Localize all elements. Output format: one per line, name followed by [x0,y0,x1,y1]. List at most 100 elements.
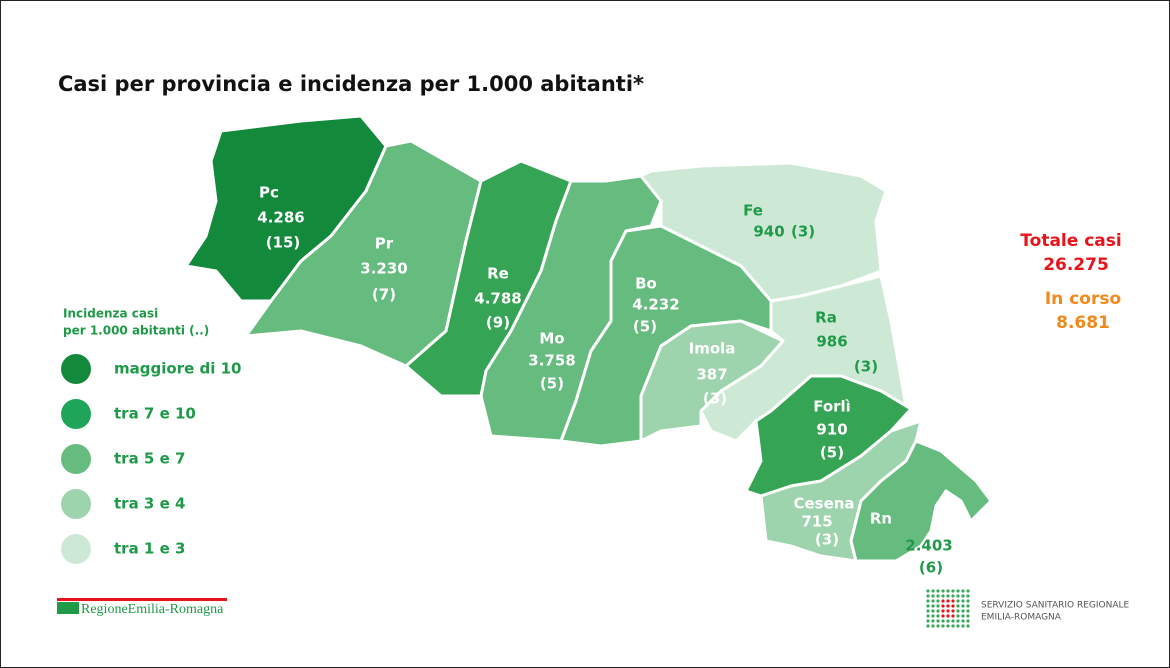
province-name: Pc [259,184,279,202]
logo-dot [946,619,950,623]
logo-dot [941,589,945,593]
logo-dot [946,624,950,628]
province-incidence: (3) [815,531,839,549]
service-name: SERVIZIO SANITARIO REGIONALE [981,601,1130,611]
logo-dot [961,604,965,608]
province-name: Bo [635,275,657,293]
province-cases: 387 [696,366,727,384]
active-value: 8.681 [1056,313,1110,333]
logo-dot [946,614,950,618]
logo-dot [936,599,940,603]
province-cases: 4.232 [632,296,679,314]
province-cases: 3.758 [528,352,575,370]
logo-dot [951,619,955,623]
logo-dot [966,604,970,608]
logo-mark [57,602,79,614]
logo-dot [961,594,965,598]
logo-dot [956,614,960,618]
totals: Totale casi 26.275 In corso 8.681 [1020,231,1121,333]
logo-dot [946,599,950,603]
logo-dot [931,609,935,613]
province-name: Fe [743,202,763,220]
logo-dot [931,614,935,618]
logo-dot [941,614,945,618]
logo-dot [961,609,965,613]
logo-dot [926,619,930,623]
legend-label: tra 1 e 3 [114,540,185,558]
province-incidence: (15) [266,234,301,252]
logo-dot [931,599,935,603]
logo-dot [961,599,965,603]
logo-dot [941,624,945,628]
province-shape [639,319,785,443]
province-name: Cesena [793,495,854,513]
logo-dot [966,589,970,593]
province-cases: 4.286 [257,209,304,227]
province-name: Pr [375,235,394,253]
logo-dot [961,624,965,628]
logo-dot [956,594,960,598]
logo-dot [926,604,930,608]
province-name: Re [487,265,509,283]
province-incidence: (5) [633,318,657,336]
logo-dot [951,604,955,608]
service-name: EMILIA-ROMAGNA [981,613,1062,623]
logo-dot [941,609,945,613]
logo-dot [961,589,965,593]
legend-label: maggiore di 10 [114,360,241,378]
logo-dot [936,609,940,613]
logo-dot [926,609,930,613]
logo-dot [936,589,940,593]
logo-dot [946,594,950,598]
logo-dot [951,609,955,613]
logo-dot [946,604,950,608]
service-logo-dots [926,589,970,628]
logo-dot [946,609,950,613]
province-shape [849,439,993,563]
logo-dot [931,604,935,608]
region-logo: RegioneEmilia-Romagna [81,602,224,617]
logo-dot [926,599,930,603]
logo-dot [951,599,955,603]
logo-dot [926,624,930,628]
logo-dot [966,619,970,623]
logo-dot [956,619,960,623]
logo-dot [931,619,935,623]
logo-dot [951,614,955,618]
province-incidence: (3) [703,390,727,408]
legend-swatch [61,399,91,429]
logo-dot [941,604,945,608]
legend: Incidenza casi per 1.000 abitanti (..) m… [61,307,241,564]
logo-dot [956,624,960,628]
province-incidence: (7) [372,286,396,304]
logo-dot [951,594,955,598]
logo-dot [946,589,950,593]
logo-dot [951,624,955,628]
province-cases: 715 [801,513,832,531]
province-incidence: (5) [540,375,564,393]
logo-dot [931,624,935,628]
province-incidence: (6) [919,559,943,577]
logo-dot [961,614,965,618]
legend-label: tra 5 e 7 [114,450,185,468]
province-name: Rn [870,510,892,528]
logo-dot [966,609,970,613]
province-cases: 940 [753,223,784,241]
logo-dot [966,599,970,603]
logo-dot [926,589,930,593]
logo-dot [936,619,940,623]
legend-label: tra 3 e 4 [114,495,185,513]
logo-dot [931,589,935,593]
legend-swatch [61,354,91,384]
logo-dot [941,594,945,598]
province-cases: 910 [816,421,847,439]
logo-dot [961,619,965,623]
legend-title: per 1.000 abitanti (..) [63,324,209,338]
logo-dot [931,594,935,598]
logo-dot [951,589,955,593]
legend-swatch [61,489,91,519]
logo-dot [926,614,930,618]
legend-label: tra 7 e 10 [114,405,196,423]
